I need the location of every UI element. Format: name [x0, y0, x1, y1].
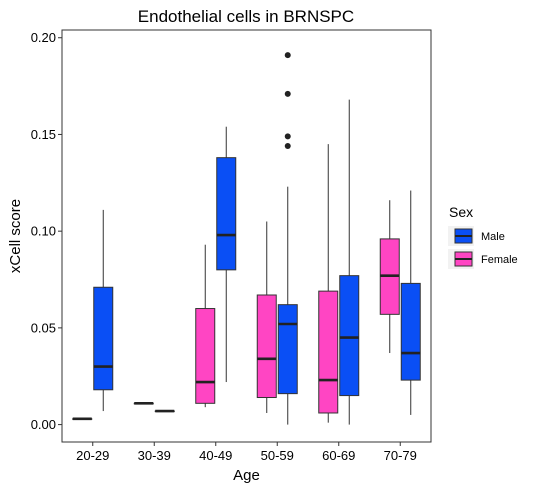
- box-female-40-49: [195, 244, 216, 408]
- x-tick-label: 70-79: [384, 448, 417, 463]
- outlier-point: [284, 143, 291, 150]
- outlier-point: [284, 90, 291, 97]
- box-male-40-49: [216, 126, 237, 383]
- legend-label-male: Male: [481, 231, 505, 243]
- y-tick-label: 0.15: [31, 127, 56, 142]
- y-axis-title: xCell score: [7, 199, 24, 273]
- y-tick-label: 0.20: [31, 30, 56, 45]
- x-tick-label: 40-49: [199, 448, 232, 463]
- box-female-20-29: [72, 417, 93, 421]
- box-male-60-69: [339, 99, 360, 425]
- box-body: [318, 290, 339, 414]
- box-female-70-79: [379, 200, 400, 354]
- box-body: [339, 275, 360, 397]
- box-female-50-59: [256, 221, 277, 413]
- box-male-20-29: [93, 209, 114, 412]
- y-tick-label: 0.05: [31, 320, 56, 335]
- box-body: [256, 294, 277, 399]
- box-series-group: [72, 52, 421, 425]
- plot-panel: [61, 29, 432, 443]
- x-axis: 20-29 30-39 40-49 50-59 60-69 70-79: [76, 442, 417, 463]
- legend-title: Sex: [449, 204, 473, 220]
- box-body: [277, 304, 298, 395]
- box-female-30-39: [133, 402, 154, 405]
- y-axis: 0.00 0.05 0.10 0.15 0.20: [31, 30, 62, 432]
- y-tick-label: 0.00: [31, 417, 56, 432]
- x-tick-label: 60-69: [322, 448, 355, 463]
- box-body: [400, 282, 421, 381]
- box-body: [93, 286, 114, 391]
- legend-label-female: Female: [481, 254, 518, 266]
- x-axis-title: Age: [233, 467, 260, 484]
- x-tick-label: 20-29: [76, 448, 109, 463]
- x-tick-label: 30-39: [138, 448, 171, 463]
- chart-title: Endothelial cells in BRNSPC: [138, 7, 354, 26]
- y-tick-label: 0.10: [31, 224, 56, 239]
- box-female-60-69: [318, 144, 339, 423]
- x-tick-label: 50-59: [261, 448, 294, 463]
- legend: Sex Male Female: [448, 204, 518, 269]
- box-male-30-39: [154, 409, 175, 413]
- box-body: [216, 157, 237, 271]
- box-body: [195, 308, 216, 404]
- box-male-50-59: [277, 52, 298, 425]
- box-male-70-79: [400, 190, 421, 415]
- outlier-point: [284, 133, 291, 140]
- outlier-point: [284, 52, 291, 59]
